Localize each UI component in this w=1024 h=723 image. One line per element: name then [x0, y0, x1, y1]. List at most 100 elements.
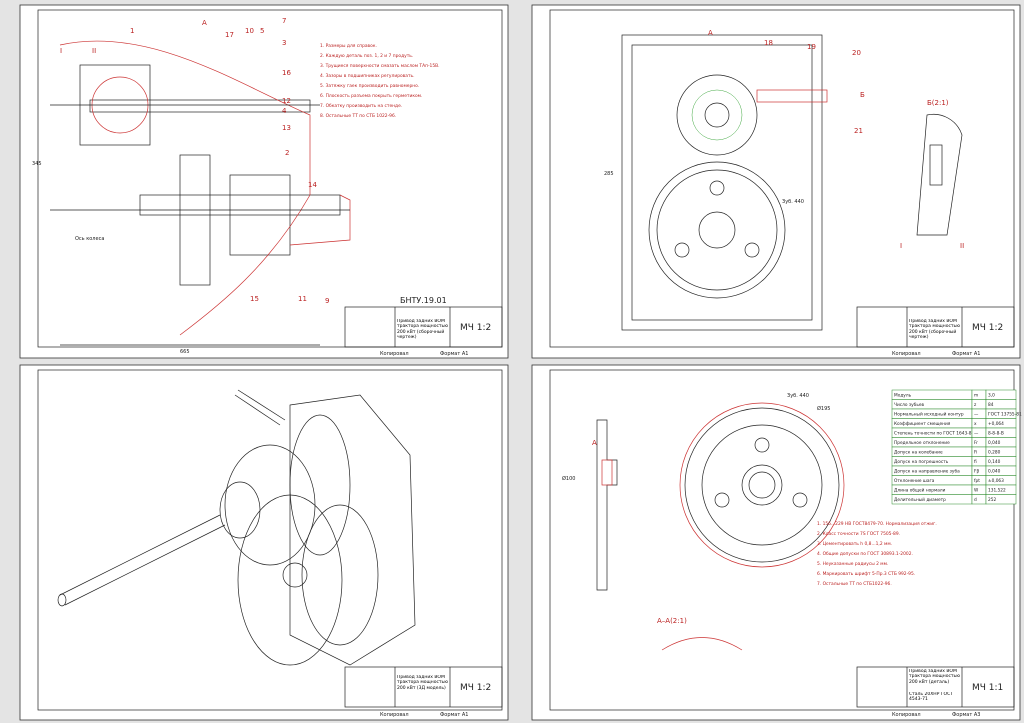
table-cell	[985, 494, 1017, 505]
drawing-name: Привод задних ВОМ трактора мощностью 200…	[909, 669, 960, 685]
title-block: Привод задних ВОМ трактора мощностью 200…	[856, 306, 1015, 348]
table-text: W	[974, 488, 979, 494]
position-labels: 1 17 10 5 7 3 16 12 4 13 2 14 9 11 15 А …	[60, 17, 329, 305]
position-label: 2	[285, 149, 289, 157]
note: 7. Обкатку производить на стенде.	[320, 102, 402, 109]
position-label: 15	[250, 295, 259, 303]
table-text: d	[974, 497, 977, 503]
note: 8. Остальные ТТ по СТБ 1022-96.	[320, 113, 396, 119]
table-text: 252	[988, 497, 996, 503]
table-text: x	[974, 422, 977, 427]
footer: Формат А1	[440, 351, 468, 357]
position-label: Б(2:1)	[927, 99, 949, 107]
note: 3. Цементировать h 0,8...1,2 мм.	[817, 541, 892, 547]
table-text: 0,040	[988, 440, 1001, 446]
position-label: 10	[245, 27, 254, 35]
position-label: 16	[282, 69, 291, 77]
table-text: Fβ	[974, 469, 979, 475]
table-text: Делительный диаметр	[894, 496, 946, 503]
dimension-label: 665	[180, 349, 190, 355]
assembly-view	[50, 40, 351, 346]
position-label: 21	[854, 127, 863, 135]
sheet-3d-model: Привод задних ВОМ трактора мощностью 200…	[19, 364, 509, 721]
material: Сталь 20ХНР ГОСТ 4543-71	[909, 692, 953, 703]
table-text: Модуль	[894, 393, 912, 399]
title-block: Привод задних ВОМ трактора мощностью 200…	[344, 666, 503, 708]
note: 6. Маркировать шрифт 5-Пр.3 СТБ 992-95.	[817, 571, 915, 577]
dimension-label: Зуб. 440	[782, 199, 804, 205]
position-label: 17	[225, 31, 234, 39]
table-text: Fr	[974, 440, 978, 446]
dimension-label: 285	[604, 171, 614, 177]
section-label: А	[592, 439, 597, 447]
dimension-label: Зуб. 440	[787, 393, 809, 399]
position-label: I	[60, 47, 62, 55]
note: 1. 156...229 НВ ГОСТ8479-70. Нормализаци…	[817, 521, 937, 527]
section-label: А–А(2:1)	[657, 617, 687, 625]
dimension-label: 345	[32, 161, 42, 167]
position-label: 5	[260, 27, 264, 35]
table-text: Допуск на колебание	[894, 450, 943, 456]
table-text: 84	[988, 402, 994, 408]
position-label: 11	[298, 295, 307, 303]
position-label: 9	[325, 297, 329, 305]
scale-stamp: МЧ 1:2	[972, 323, 1003, 333]
table-text: 0,140	[988, 459, 1001, 465]
notes: 1. Размеры для справок. 2. Каждую деталь…	[320, 43, 440, 119]
table-text: 3,0	[988, 393, 995, 399]
note: 7. Остальные ТТ по СТБ1022-96.	[817, 581, 892, 587]
note: 2. Каждую деталь поз. 1, 2 и 7 продуть.	[320, 53, 413, 59]
dimension-label: Ø195	[817, 405, 830, 412]
table-text: Коэффициент смещения	[894, 421, 951, 427]
position-label: 12	[282, 97, 291, 105]
notes: 1. 156...229 НВ ГОСТ8479-70. Нормализаци…	[817, 521, 937, 587]
dimension-label: Ось колеса	[75, 236, 104, 242]
note: 5. Неуказанные радиусы 2 мм.	[817, 561, 888, 567]
note: 4. Зазоры в подшипниках регулировать.	[320, 73, 415, 79]
footer: Копировал	[892, 351, 921, 357]
table-text: 0,040	[988, 469, 1001, 475]
position-label: 4	[282, 107, 287, 115]
position-label: 14	[308, 181, 317, 189]
table-text: fi	[974, 459, 977, 465]
footer: Формат А1	[952, 351, 980, 357]
table-text: —	[974, 432, 979, 437]
position-label: Б	[860, 91, 865, 99]
footer: Формат А3	[952, 712, 980, 718]
drawing-name: Привод задних ВОМ трактора мощностью 200…	[397, 319, 448, 341]
table-text: m	[974, 394, 978, 399]
footer: Копировал	[380, 351, 409, 357]
table-text: 8-8-8-В	[988, 431, 1004, 437]
position-label: I	[900, 242, 902, 250]
table-text: ±0,063	[988, 478, 1004, 484]
table-text: —	[974, 413, 979, 418]
drawing-name: Привод задних ВОМ трактора мощностью 200…	[909, 319, 960, 341]
footer: Формат А1	[440, 712, 468, 718]
note: 2. Класс точности 7S ГОСТ 7505-89.	[817, 531, 900, 537]
table-text: Fi	[974, 450, 977, 456]
position-label: 3	[282, 39, 286, 47]
sheet-part: А А–А(2:1) Зуб. 440 Ø195 Ø100 Модуль m 3,0…	[531, 364, 1022, 721]
scale-stamp: МЧ 1:2	[460, 683, 491, 693]
table-text: Нормальный исходный контур	[894, 411, 964, 418]
parameter-table: Модуль m 3,0 Число зубьев z 84 Нормальный исхо…	[891, 389, 1022, 505]
note: 4. Общие допуски по ГОСТ 30893.1-2002.	[817, 550, 913, 557]
table-text: +0,064	[988, 421, 1004, 427]
table-text: 0,280	[988, 450, 1001, 456]
table-text: z	[974, 403, 977, 408]
footer: Копировал	[892, 712, 921, 718]
position-label: 18	[764, 39, 773, 47]
position-label: 19	[807, 43, 816, 51]
title-block: Привод задних ВОМ трактора мощностью 200…	[856, 666, 1015, 708]
title-block: БНТУ.19.01 Привод задних ВОМ трактора мо…	[344, 296, 503, 348]
note: 6. Плоскость разъема покрыть герметиком.	[320, 93, 422, 99]
table-text: Отклонение шага	[894, 478, 935, 484]
footer: Копировал	[380, 712, 409, 718]
drawing-name: Привод задних ВОМ трактора мощностью 200…	[397, 675, 448, 691]
position-label: А	[708, 29, 713, 37]
table-text: Допуск на погрешность	[894, 459, 949, 465]
position-label: II	[92, 47, 96, 55]
sheet-section: 18 19 20 21 А Б Б(2:1) I II Зуб. 440 285…	[531, 4, 1021, 359]
sheet-assembly: 1. Размеры для справок. 2. Каждую деталь…	[19, 4, 509, 359]
